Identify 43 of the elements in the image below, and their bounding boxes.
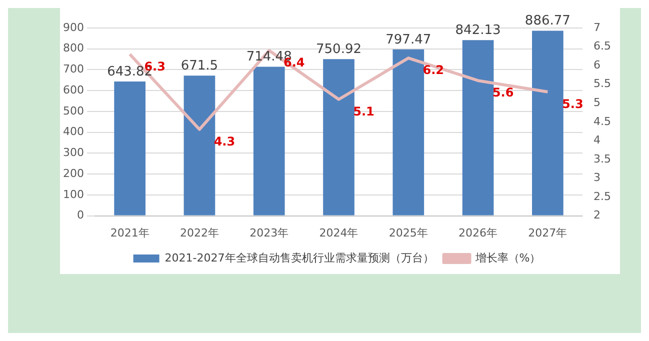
y2-tick-label: 5.5 — [594, 77, 612, 90]
y-tick-label: 900 — [62, 20, 84, 34]
data-label: 750.92 — [316, 42, 362, 57]
y2-tick-label: 6.5 — [594, 40, 612, 53]
data-label: 842.13 — [455, 22, 501, 38]
y-tick-label: 0 — [76, 208, 84, 222]
bar — [532, 30, 564, 216]
data-label: 886.77 — [524, 14, 570, 29]
bar — [114, 81, 146, 216]
x-tick-label: 2026年 — [458, 226, 498, 240]
y-tick-label: 100 — [62, 188, 84, 201]
y2-tick-label: 3 — [594, 171, 601, 184]
x-tick-label: 2023年 — [250, 226, 289, 240]
bar — [392, 49, 424, 216]
y2-tick-label: 2.5 — [594, 190, 612, 203]
y2-tick-label: 2 — [594, 208, 601, 222]
y2-tick-label: 3.5 — [594, 152, 612, 166]
y-tick-label: 500 — [62, 104, 84, 118]
x-tick-label: 2021年 — [110, 226, 150, 240]
y-tick-label: 300 — [62, 146, 84, 160]
y-tick-label: 600 — [62, 83, 84, 96]
data-label: 5.3 — [562, 96, 584, 111]
x-tick-label: 2022年 — [180, 226, 219, 240]
bar — [184, 76, 216, 216]
data-label: 671.5 — [180, 58, 218, 74]
y-tick-label: 800 — [62, 42, 84, 55]
x-tick-label: 2025年 — [388, 226, 428, 240]
x-tick-label: 2024年 — [319, 226, 358, 240]
bar — [323, 59, 354, 216]
legend-label: 增长率（%） — [474, 251, 541, 264]
bar — [462, 40, 494, 216]
data-label: 797.47 — [386, 32, 432, 48]
y2-tick-label: 5 — [594, 96, 601, 109]
legend-label: 2021-2027年全球自动售卖机行业需求量预测（万台） — [164, 251, 434, 264]
y-tick-label: 200 — [62, 166, 84, 180]
y2-tick-label: 4.5 — [594, 114, 612, 128]
y2-tick-label: 6 — [594, 58, 601, 72]
y-tick-label: 400 — [62, 125, 84, 138]
bar — [253, 66, 285, 216]
y-tick-label: 700 — [62, 62, 84, 76]
x-tick-label: 2027年 — [528, 226, 568, 240]
y2-tick-label: 4 — [594, 134, 601, 147]
y2-tick-label: 7 — [594, 20, 601, 34]
